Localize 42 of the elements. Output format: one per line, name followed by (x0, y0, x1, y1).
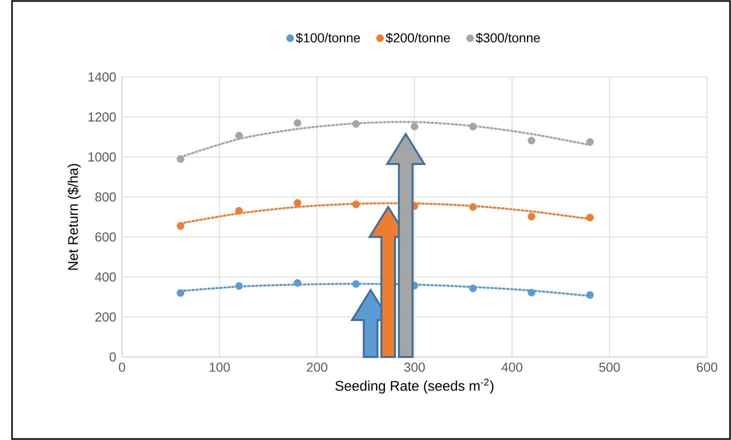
point (352, 280, 360, 288)
x-tick-label: 600 (696, 362, 718, 372)
x-tick-label: 400 (502, 362, 522, 372)
y-tick-label: 800 (95, 192, 116, 202)
legend-label: $200/tonne (386, 32, 450, 44)
x-tick-label: 100 (210, 362, 230, 372)
y-tick-label: 1000 (88, 152, 116, 162)
point (176, 222, 184, 230)
y-tick-label: 1400 (88, 72, 116, 82)
point (294, 119, 302, 127)
x-tick-label: 200 (306, 362, 328, 372)
legend-label: $100/tonne (296, 32, 360, 44)
point (410, 122, 418, 130)
y-tick-label: 600 (95, 232, 116, 242)
y-tick-label: 200 (95, 312, 116, 322)
point (528, 212, 536, 220)
point (235, 132, 243, 140)
point (469, 284, 477, 292)
point (294, 199, 302, 207)
y-tick-label: 0 (110, 352, 116, 362)
point (352, 120, 360, 128)
point (586, 291, 594, 299)
point (528, 136, 536, 144)
legend-label: $300/tonne (476, 32, 540, 44)
point (176, 289, 184, 297)
y-tick-label: 1200 (88, 112, 116, 122)
point (528, 288, 536, 296)
y-tick-label: 400 (95, 272, 116, 282)
point (294, 279, 302, 287)
x-tick-label: 300 (404, 362, 425, 372)
x-tick-label: 500 (599, 362, 620, 372)
point (586, 214, 594, 222)
x-axis-title: Seeding Rate (seeds m$^{-2}$) (335, 378, 494, 394)
point (352, 200, 360, 208)
point (586, 138, 594, 146)
x-tick-label: 0 (118, 362, 126, 372)
point (235, 206, 243, 215)
point (176, 155, 184, 163)
point (469, 203, 477, 211)
y-axis-title: Net Return ($/ha) (67, 164, 81, 270)
point (469, 122, 477, 130)
point (235, 282, 243, 290)
